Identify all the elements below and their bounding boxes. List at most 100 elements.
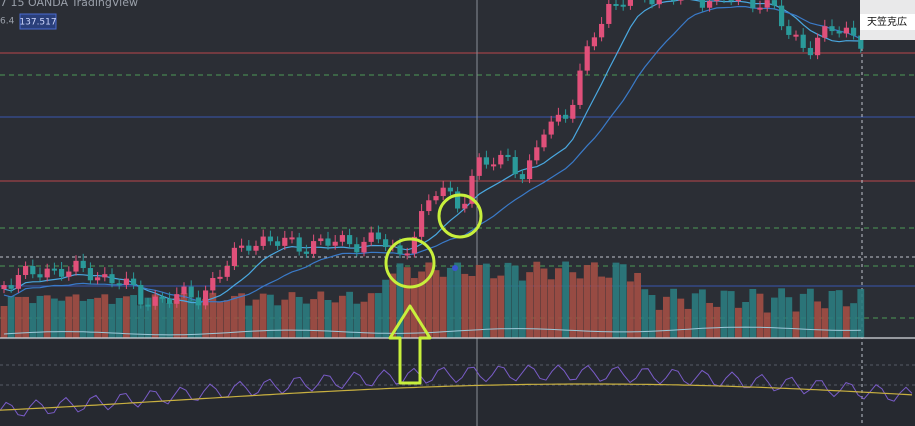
volume-bar	[850, 303, 857, 338]
volume-bar	[857, 289, 865, 338]
volume-bar	[605, 277, 613, 338]
candle-body	[851, 27, 857, 36]
volume-bar	[259, 293, 267, 338]
marker-dot	[452, 265, 458, 271]
candle-body	[541, 134, 547, 148]
volume-bar	[519, 280, 526, 338]
volume-bar	[231, 295, 238, 338]
volume-bar	[43, 295, 51, 338]
candle-body	[527, 160, 533, 180]
volume-bar	[756, 293, 764, 338]
candle-body	[375, 232, 381, 240]
volume-bar	[180, 293, 188, 338]
volume-bars	[0, 261, 865, 338]
oscillator	[0, 364, 913, 417]
candle-body	[51, 268, 57, 271]
volume-bar	[396, 263, 404, 338]
volume-bar	[418, 271, 425, 338]
candle-body	[771, 0, 777, 6]
candle-body	[224, 265, 230, 277]
volume-bar	[324, 299, 332, 338]
volume-bar	[634, 272, 641, 338]
volume-bar	[79, 300, 87, 338]
candle-body	[383, 239, 389, 248]
candle-body	[361, 241, 367, 253]
volume-bar	[475, 264, 483, 338]
candle-body	[822, 26, 828, 38]
candle-body	[15, 275, 21, 289]
candle-body	[217, 276, 223, 279]
candle-body	[267, 236, 273, 242]
candle-body	[239, 245, 245, 248]
candle-body	[138, 284, 144, 305]
candle-body	[116, 283, 122, 286]
volume-bar	[245, 305, 253, 338]
candle-body	[498, 154, 504, 165]
volume-bar	[288, 292, 296, 338]
volume-bar	[540, 268, 548, 338]
volume-bar	[555, 268, 562, 338]
volume-bar	[497, 275, 505, 338]
candle-body	[728, 0, 734, 2]
candle-body	[505, 154, 511, 158]
candle-body	[591, 37, 597, 47]
volume-bar	[511, 265, 519, 338]
volume-bar	[72, 294, 80, 338]
volume-bar	[454, 262, 461, 338]
candle-body	[339, 235, 345, 242]
volume-bar	[108, 303, 116, 338]
candle-body	[678, 0, 684, 1]
volume-bar	[187, 298, 195, 338]
candle-body	[203, 290, 209, 306]
up-arrow	[388, 304, 432, 385]
volume-bar	[223, 300, 231, 338]
volume-bar	[94, 297, 101, 338]
candle-body	[102, 274, 108, 278]
volume-bar	[583, 265, 591, 338]
volume-bar	[655, 309, 663, 338]
volume-bar	[461, 273, 469, 338]
candle-body	[275, 241, 281, 246]
candle-body	[671, 0, 677, 1]
volume-bar	[677, 298, 685, 338]
volume-bar	[151, 294, 159, 338]
candle-body	[95, 277, 101, 281]
candle-body	[627, 0, 633, 6]
volume-bar	[562, 261, 569, 338]
volume-bar	[303, 303, 310, 338]
candle-body	[483, 157, 489, 165]
candle-body	[210, 278, 216, 291]
volume-bar	[504, 262, 512, 338]
candles	[1, 0, 864, 311]
volume-bar	[684, 308, 692, 338]
candle-body	[181, 286, 187, 295]
candle-body	[8, 285, 14, 289]
volume-bar	[238, 293, 245, 338]
volume-bar	[619, 264, 627, 338]
candle-body	[534, 147, 540, 161]
volume-bar	[317, 291, 325, 338]
volume-bar	[216, 301, 224, 338]
volume-bar	[663, 296, 670, 338]
candle-body	[30, 265, 36, 275]
candle-body	[318, 238, 324, 242]
volume-bar	[569, 272, 577, 338]
candle-body	[145, 304, 151, 307]
candle-body	[512, 157, 518, 175]
candle-body	[577, 70, 583, 105]
volume-bar	[699, 289, 706, 338]
volume-bar	[547, 279, 555, 338]
candle-body	[159, 296, 165, 299]
volume-bar	[29, 303, 37, 338]
volume-bar	[36, 295, 44, 338]
volume-bar	[252, 299, 260, 338]
volume-bar	[576, 278, 584, 338]
volume-bar	[367, 293, 375, 338]
oscillator-line	[0, 364, 913, 417]
candle-body	[347, 235, 353, 245]
volume-bar	[267, 294, 274, 338]
candle-body	[167, 298, 173, 304]
volume-bar	[0, 306, 8, 338]
volume-bar	[403, 267, 411, 338]
